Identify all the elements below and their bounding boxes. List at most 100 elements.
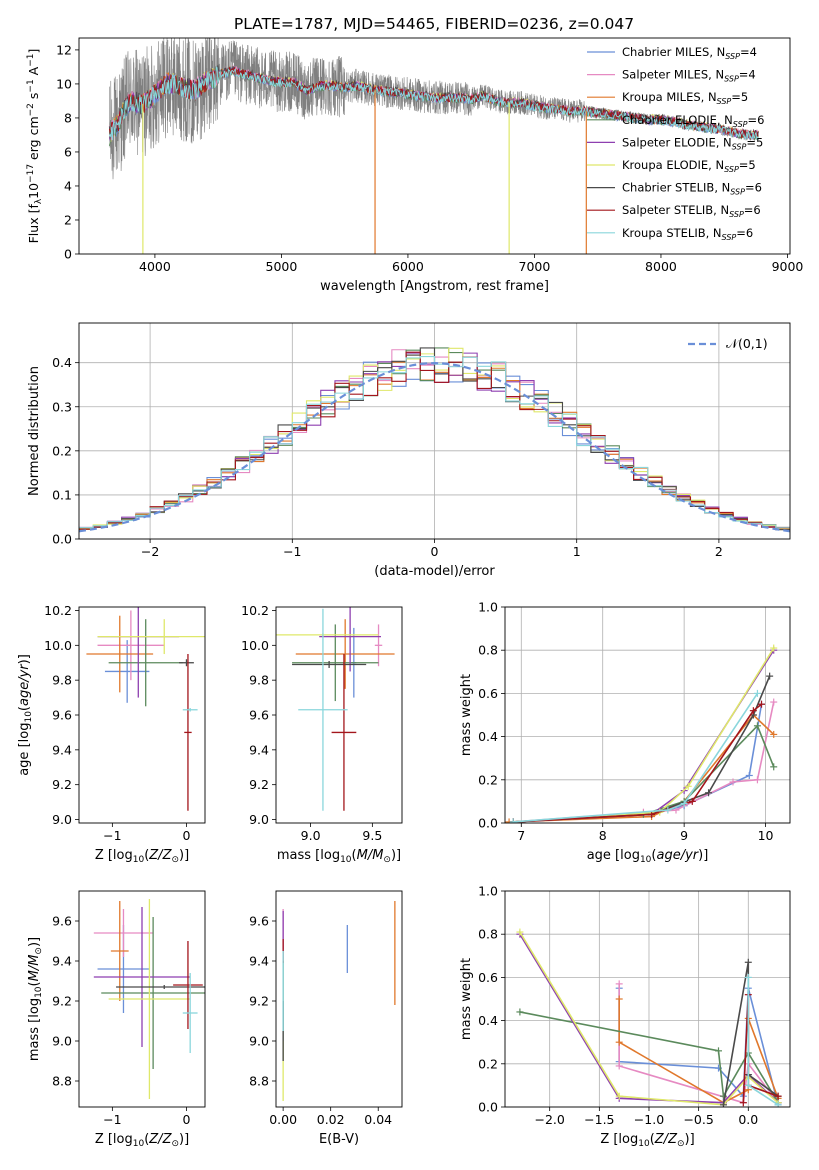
x-tick-label: 9.5 <box>362 828 382 843</box>
y-axis-label: mass [log10(M/M⊙)] <box>27 937 44 1061</box>
y-tick-label: 9.2 <box>249 777 269 792</box>
x-tick-label: 7 <box>517 828 525 843</box>
y-tick-label: 0 <box>64 247 72 262</box>
axes-frame <box>78 890 206 1108</box>
x-axis-label: age [log10(age/yr)] <box>587 848 709 865</box>
y-tick-label: 10.0 <box>241 638 269 653</box>
x-tick-label: 0 <box>182 1112 190 1127</box>
y-tick-label: 0.2 <box>478 772 498 787</box>
x-tick-label: 7000 <box>519 259 551 274</box>
y-tick-label: 0.0 <box>52 532 72 547</box>
y-tick-label: 0.0 <box>478 1100 498 1115</box>
axes-layer: −1 0 8.8 9.0 9.2 9.4 9.6 <box>52 890 206 1127</box>
y-tick-label: 0.4 <box>478 729 498 744</box>
y-tick-label: 0.6 <box>478 970 498 985</box>
axes-frame <box>78 606 206 824</box>
weight-line-2 <box>509 713 775 823</box>
legend-label-0: Chabrier MILES, NSSP=4 <box>622 45 757 61</box>
y-tick-label: 9.6 <box>52 914 72 929</box>
y-tick-label: 4 <box>64 178 72 193</box>
x-axis-label: E(B-V) <box>319 1132 359 1147</box>
y-tick-label: 2 <box>64 212 72 227</box>
legend-label-4: Salpeter ELODIE, NSSP=5 <box>622 135 763 151</box>
y-tick-label: 9.2 <box>249 994 269 1009</box>
mass-weight-vs-z-chart: −2.0 −1.5 −1.0 −0.5 0.0 0.0 0.2 0.4 0.6 0.8 1.0 Z [… <box>459 884 791 1149</box>
x-tick-label: −1.5 <box>584 1112 614 1127</box>
legend-label-1: Salpeter MILES, NSSP=4 <box>622 68 756 84</box>
weight-line-6 <box>513 675 771 823</box>
x-tick-label: 10 <box>758 828 774 843</box>
weight-line-7 <box>513 703 762 823</box>
x-tick-label: 9000 <box>772 259 804 274</box>
weight-line-8 <box>513 692 759 823</box>
plot-area <box>93 899 205 1099</box>
plot-area <box>516 928 782 1107</box>
axes-frame <box>504 890 791 1108</box>
y-tick-label: 1.0 <box>478 884 498 899</box>
legend-label-7: Salpeter STELIB, NSSP=6 <box>622 203 761 219</box>
x-tick-label: −1.0 <box>634 1112 664 1127</box>
figure-title: PLATE=1787, MJD=54465, FIBERID=0236, z=0… <box>234 15 634 33</box>
y-tick-label: 9.4 <box>249 954 269 969</box>
y-tick-label: 9.8 <box>52 673 72 688</box>
y-tick-label: 0.4 <box>478 1013 498 1028</box>
weight-line-5 <box>513 647 775 823</box>
plot-area <box>282 901 396 1101</box>
plot-area <box>79 347 790 533</box>
axes-layer: 7 8 9 10 0.0 0.2 0.4 0.6 0.8 1.0 <box>478 600 791 843</box>
axes-frame <box>275 606 403 824</box>
plot-area <box>505 644 778 823</box>
y-tick-label: 9.4 <box>52 954 72 969</box>
plot-area <box>276 607 395 811</box>
residuals-chart: −2 −1 0 1 2 0.0 0.1 0.2 0.3 0.4 (data-model)/error… <box>27 322 791 579</box>
x-tick-label: 1 <box>573 544 581 559</box>
x-tick-label: 8 <box>599 828 607 843</box>
y-tick-label: 0.8 <box>478 927 498 942</box>
x-tick-label: 0 <box>182 828 190 843</box>
x-tick-label: 0.0 <box>738 1112 758 1127</box>
x-axis-label: Z [log10(Z/Z⊙)] <box>95 848 189 865</box>
mass-weight-vs-age-chart: 7 8 9 10 0.0 0.2 0.4 0.6 0.8 1.0 age [log10(age/yr… <box>459 600 791 865</box>
plot-area <box>86 607 205 811</box>
y-tick-label: 0.2 <box>52 443 72 458</box>
age-vs-mass-chart: 9.0 9.5 9.0 9.2 9.4 9.6 9.8 10.0 10.2 mass [log10… <box>241 603 403 865</box>
axes-layer: 0.00 0.02 0.04 8.8 9.0 9.2 9.4 9.6 <box>249 890 403 1127</box>
y-tick-label: 9.4 <box>52 742 72 757</box>
y-tick-label: 9.6 <box>52 708 72 723</box>
x-tick-label: 8000 <box>645 259 677 274</box>
y-tick-label: 12 <box>56 42 72 57</box>
x-axis-label: Z [log10(Z/Z⊙)] <box>600 1132 694 1149</box>
x-axis-label: Z [log10(Z/Z⊙)] <box>95 1132 189 1149</box>
weight-line-3 <box>513 724 775 823</box>
x-axis-label: (data-model)/error <box>374 564 495 579</box>
y-tick-label: 1.0 <box>478 600 498 615</box>
x-tick-label: 6000 <box>392 259 424 274</box>
legend-label-6: Chabrier STELIB, NSSP=6 <box>622 181 762 197</box>
mass-vs-ebv-chart: 0.00 0.02 0.04 8.8 9.0 9.2 9.4 9.6 E(B-V) <box>249 890 403 1147</box>
axes-frame <box>78 322 791 540</box>
weight-line-0 <box>513 704 763 823</box>
y-tick-label: 9.4 <box>249 742 269 757</box>
y-axis-label: Flux [fλ10−17 erg cm−2 s−1 A−1] <box>26 49 44 244</box>
axes-layer: −2 −1 0 1 2 0.0 0.1 0.2 0.3 0.4 <box>52 322 791 559</box>
x-tick-label: 9 <box>680 828 688 843</box>
x-axis-label: mass [log10(M/M⊙)] <box>277 848 401 865</box>
y-tick-label: 0.2 <box>478 1056 498 1071</box>
model-spectrum-8 <box>108 66 759 141</box>
y-tick-label: 9.2 <box>52 777 72 792</box>
mass-vs-z-chart: −1 0 8.8 9.0 9.2 9.4 9.6 Z [log10(Z/Z⊙)] mass [l… <box>27 890 206 1149</box>
normal-reference-curve <box>79 362 790 533</box>
legend-label-8: Kroupa STELIB, NSSP=6 <box>622 226 753 242</box>
y-tick-label: 0.3 <box>52 399 72 414</box>
x-axis-label: wavelength [Angstrom, rest frame] <box>320 279 549 294</box>
y-tick-label: 0.4 <box>52 355 72 370</box>
x-tick-label: −2 <box>141 544 159 559</box>
legend-label-5: Kroupa ELODIE, NSSP=5 <box>622 158 756 174</box>
y-tick-label: 9.0 <box>249 1034 269 1049</box>
weight-line-2 <box>618 999 779 1104</box>
weight-line-1 <box>513 701 775 823</box>
y-tick-label: 9.0 <box>52 1034 72 1049</box>
y-tick-label: 10 <box>56 76 72 91</box>
y-tick-label: 9.0 <box>249 812 269 827</box>
age-vs-z-chart: −1 0 9.0 9.2 9.4 9.6 9.8 10.0 10.2 Z [log10(Z/Z⊙)… <box>17 603 206 865</box>
